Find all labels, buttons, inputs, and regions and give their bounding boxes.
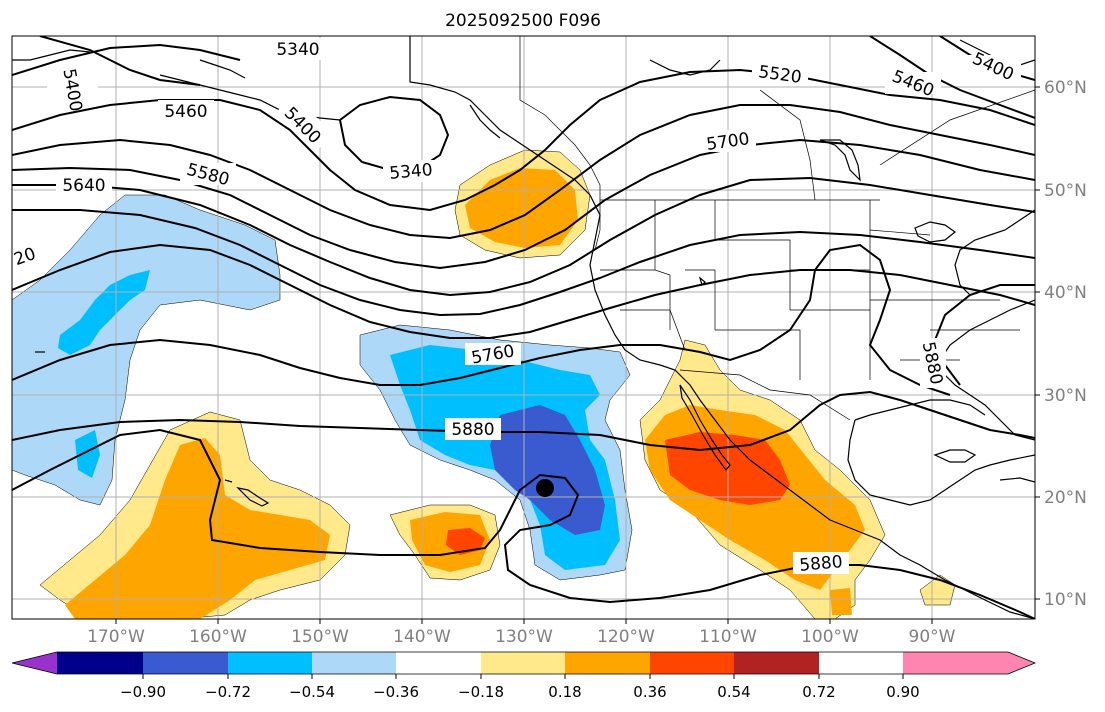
colorbar-swatch xyxy=(228,652,312,674)
map-title: 2025092500 F096 xyxy=(445,11,601,31)
lon-tick-label: 120°W xyxy=(597,627,655,647)
colorbar-swatch xyxy=(396,652,481,674)
lon-tick-label: 150°W xyxy=(291,627,349,647)
colorbar-swatches xyxy=(12,652,1035,674)
colorbar-swatch xyxy=(312,652,396,674)
lon-tick-label: 90°W xyxy=(909,627,956,647)
height-contours xyxy=(12,36,1035,619)
lon-tick-label: 140°W xyxy=(393,627,451,647)
lon-tick-label: 170°W xyxy=(87,627,145,647)
contour-label: 5340 xyxy=(389,160,434,184)
colorbar-tick-label: −0.72 xyxy=(205,683,251,701)
lat-tick-label: 40°N xyxy=(1044,283,1087,303)
colorbar-tick-label: 0.18 xyxy=(548,683,581,701)
lon-tick-label: 110°W xyxy=(699,627,757,647)
lon-tick-label: 100°W xyxy=(801,627,859,647)
colorbar-tick-label: 0.54 xyxy=(717,683,750,701)
contour-label: 5460 xyxy=(164,102,207,122)
map-panel: 5340 5400 5460 5520 5580 5640 5700 5760 … xyxy=(12,36,1035,619)
colorbar-swatch xyxy=(481,652,565,674)
colorbar-tick-labels: −0.90 −0.72 −0.54 −0.36 −0.18 0.18 0.36 … xyxy=(120,683,920,701)
colorbar-swatch xyxy=(650,652,734,674)
contour-labels: 5340 5400 5460 5520 5580 5640 5700 5760 … xyxy=(12,38,1021,576)
colorbar-tick-label: −0.36 xyxy=(373,683,419,701)
colorbar: −0.90 −0.72 −0.54 −0.36 −0.18 0.18 0.36 … xyxy=(11,651,1037,701)
negative-anomaly-fill-dark xyxy=(490,405,605,535)
colorbar-tick-label: −0.54 xyxy=(289,683,335,701)
lat-tick-label: 60°N xyxy=(1044,78,1087,98)
contour-label: 5340 xyxy=(276,40,319,60)
lat-tick-label: 10°N xyxy=(1044,590,1087,610)
lat-tick-label: 30°N xyxy=(1044,386,1087,406)
colorbar-tick-label: −0.90 xyxy=(120,683,166,701)
latitude-axis: 60°N 50°N 40°N 30°N 20°N 10°N xyxy=(1035,78,1087,610)
lon-tick-label: 130°W xyxy=(495,627,553,647)
lon-tick-label: 160°W xyxy=(189,627,247,647)
contour-label: 5880 xyxy=(451,420,494,440)
graticule xyxy=(12,36,1035,619)
colorbar-swatch xyxy=(12,652,57,674)
colorbar-tick-label: −0.18 xyxy=(458,683,504,701)
colorbar-swatch xyxy=(565,652,650,674)
colorbar-swatch xyxy=(734,652,819,674)
lat-tick-label: 20°N xyxy=(1044,488,1087,508)
contour-label: 5880 xyxy=(799,552,844,576)
storm-center-marker xyxy=(536,479,554,497)
colorbar-ticks xyxy=(142,674,904,679)
colorbar-outline xyxy=(11,651,1037,675)
contour-label: 5640 xyxy=(62,176,105,196)
colorbar-swatch xyxy=(57,652,143,674)
colorbar-swatch xyxy=(143,652,228,674)
colorbar-tick-label: 0.36 xyxy=(633,683,666,701)
colorbar-tick-label: 0.72 xyxy=(802,683,835,701)
colorbar-tick-label: 0.90 xyxy=(886,683,919,701)
longitude-axis: 170°W 160°W 150°W 140°W 130°W 120°W 110°… xyxy=(87,619,956,647)
lat-tick-label: 50°N xyxy=(1044,181,1087,201)
colorbar-swatch xyxy=(903,652,1035,674)
